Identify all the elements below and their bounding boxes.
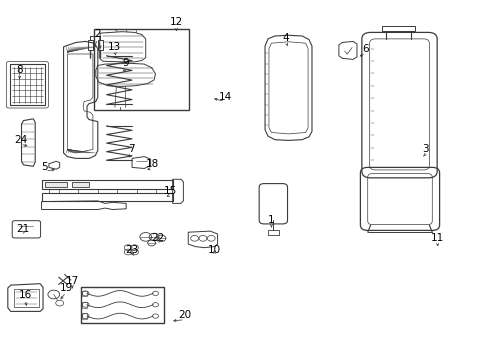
Text: 24: 24	[14, 135, 27, 145]
Bar	[82, 302, 87, 307]
Text: 13: 13	[108, 42, 122, 52]
Bar	[81, 287, 163, 323]
Text: 8: 8	[16, 65, 23, 75]
Text: 15: 15	[163, 186, 177, 196]
Text: 5: 5	[41, 162, 48, 172]
Text: 9: 9	[122, 58, 129, 68]
Text: 10: 10	[207, 245, 220, 255]
Bar	[82, 313, 87, 319]
Text: 18: 18	[145, 159, 159, 169]
Bar	[45, 182, 67, 187]
Bar	[94, 29, 189, 110]
Text: 20: 20	[178, 310, 191, 320]
Bar	[98, 40, 102, 50]
Text: 12: 12	[169, 17, 183, 27]
Text: 21: 21	[16, 224, 30, 234]
Text: 3: 3	[421, 144, 428, 154]
Bar	[14, 289, 39, 307]
Bar	[267, 230, 278, 235]
Text: 14: 14	[218, 92, 231, 102]
Text: 23: 23	[125, 245, 139, 255]
Bar	[88, 40, 93, 50]
Bar	[82, 291, 87, 296]
Text: 2: 2	[94, 29, 101, 39]
Text: 7: 7	[127, 144, 134, 154]
Bar	[382, 26, 414, 31]
Text: 1: 1	[267, 215, 274, 225]
Bar	[72, 182, 89, 187]
Text: 22: 22	[151, 233, 164, 243]
Bar	[41, 180, 172, 189]
Text: 16: 16	[19, 290, 32, 300]
Bar	[41, 193, 172, 201]
Text: 19: 19	[59, 283, 73, 293]
Text: 6: 6	[362, 44, 368, 54]
Text: 4: 4	[282, 33, 289, 43]
Text: 17: 17	[65, 276, 79, 286]
Bar	[10, 64, 45, 105]
Text: 11: 11	[430, 233, 444, 243]
